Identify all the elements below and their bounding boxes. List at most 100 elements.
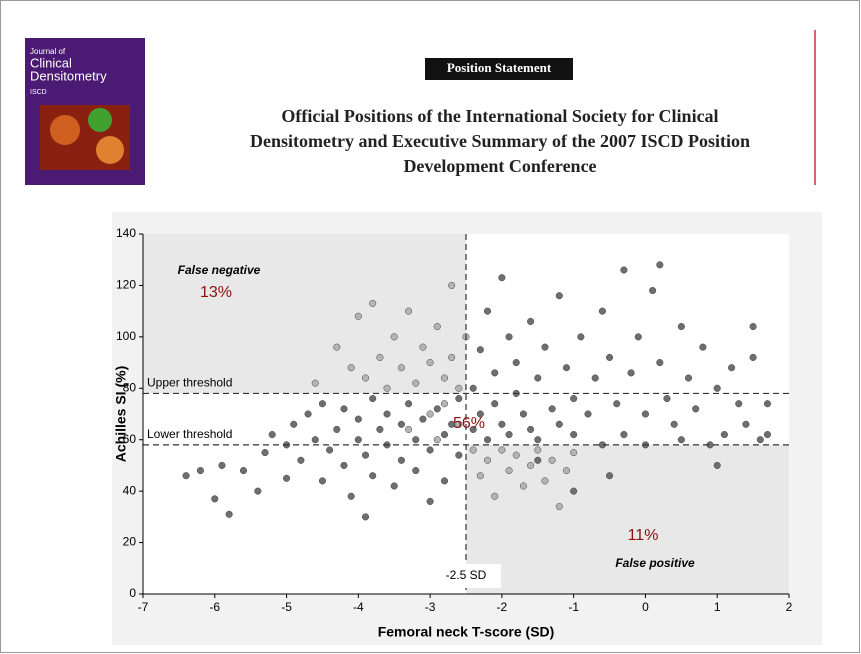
point <box>700 344 707 351</box>
point <box>420 344 427 351</box>
point <box>513 452 520 459</box>
point <box>506 431 513 438</box>
point <box>405 426 412 433</box>
point <box>628 370 635 377</box>
point <box>377 354 384 361</box>
point <box>341 406 348 413</box>
point <box>441 478 448 485</box>
point <box>606 472 613 479</box>
point <box>427 359 434 366</box>
threshold-label: Upper threshold <box>147 376 232 390</box>
point <box>642 411 649 418</box>
annotation: False negative <box>178 263 261 277</box>
point <box>549 406 556 413</box>
point <box>491 400 498 407</box>
point <box>262 449 269 456</box>
x-tick-label: -6 <box>209 600 220 614</box>
point <box>441 400 448 407</box>
point <box>499 274 506 281</box>
point <box>527 426 534 433</box>
point <box>398 421 405 428</box>
point <box>570 449 577 456</box>
annotation: 13% <box>200 284 232 301</box>
y-tick-label: 140 <box>116 226 136 240</box>
point <box>456 395 463 402</box>
point <box>534 447 541 454</box>
point <box>456 452 463 459</box>
point <box>635 334 642 341</box>
point <box>484 308 491 315</box>
point <box>427 447 434 454</box>
point <box>412 467 419 474</box>
point <box>434 436 441 443</box>
point <box>441 375 448 382</box>
point <box>728 364 735 371</box>
point <box>355 416 362 423</box>
point <box>355 436 362 443</box>
point <box>513 359 520 366</box>
point <box>326 447 333 454</box>
point <box>542 344 549 351</box>
cover-art <box>50 115 80 145</box>
point <box>499 421 506 428</box>
point <box>671 421 678 428</box>
point <box>319 400 326 407</box>
point <box>219 462 226 469</box>
annotation: 56% <box>453 415 485 432</box>
point <box>578 334 585 341</box>
point <box>714 385 721 392</box>
cover-art <box>88 108 112 132</box>
point <box>427 411 434 418</box>
annotation: False positive <box>615 556 695 570</box>
paper-title: Development Conference <box>403 156 596 176</box>
point <box>692 406 699 413</box>
point <box>319 478 326 485</box>
y-tick-label: 40 <box>123 483 137 497</box>
point <box>621 267 628 274</box>
paper-title: Densitometry and Executive Summary of th… <box>250 131 750 151</box>
point <box>348 364 355 371</box>
point <box>534 436 541 443</box>
point <box>520 483 527 490</box>
point <box>534 457 541 464</box>
point <box>506 334 513 341</box>
journal-cover: Journal of Clinical Densitometry ISCD <box>25 38 145 185</box>
point <box>664 395 671 402</box>
paper-title: Official Positions of the International … <box>281 106 718 126</box>
point <box>527 462 534 469</box>
point <box>477 346 484 353</box>
point <box>283 475 290 482</box>
y-axis-label: Achilles SI (%) <box>113 366 129 462</box>
point <box>484 457 491 464</box>
point <box>456 385 463 392</box>
point <box>341 462 348 469</box>
point <box>384 385 391 392</box>
point <box>556 421 563 428</box>
point <box>592 375 599 382</box>
x-tick-label: -3 <box>425 600 436 614</box>
point <box>563 467 570 474</box>
point <box>384 411 391 418</box>
y-tick-label: 0 <box>129 586 136 600</box>
point <box>312 436 319 443</box>
point <box>405 400 412 407</box>
point <box>657 359 664 366</box>
point <box>290 421 297 428</box>
cover-society: ISCD <box>30 89 47 96</box>
point <box>750 323 757 330</box>
point <box>427 498 434 505</box>
y-tick-label: 120 <box>116 278 136 292</box>
x-tick-label: -2 <box>497 600 508 614</box>
x-tick-label: -7 <box>138 600 149 614</box>
point <box>750 354 757 361</box>
cover-art <box>96 136 124 164</box>
point <box>312 380 319 387</box>
annotation: 11% <box>628 527 659 544</box>
point <box>377 426 384 433</box>
point <box>240 467 247 474</box>
point <box>613 400 620 407</box>
y-tick-label: 20 <box>123 535 137 549</box>
false-negative-region <box>143 234 466 393</box>
point <box>484 436 491 443</box>
point <box>657 262 664 269</box>
